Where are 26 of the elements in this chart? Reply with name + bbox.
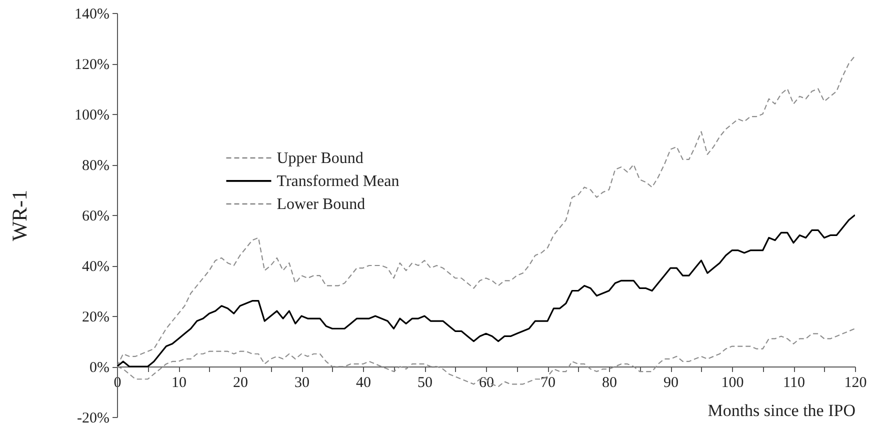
x-tick-label: 10	[172, 375, 186, 391]
y-tick-label: 60%	[82, 208, 110, 224]
x-tick-label: 90	[664, 375, 678, 391]
y-tick-label: 20%	[82, 310, 110, 326]
x-tick-label: 30	[294, 375, 310, 391]
y-tick-label: 80%	[82, 158, 110, 174]
x-axis-title: Months since the IPO	[708, 401, 856, 420]
x-tick-label: 50	[418, 375, 432, 391]
y-axis-title: WR-1	[8, 190, 32, 242]
y-tick-label: 120%	[74, 57, 110, 73]
y-tick-label: 0%	[90, 360, 110, 376]
legend-label: Transformed Mean	[276, 172, 400, 190]
x-tick-label: 100	[721, 375, 744, 391]
x-tick-label: 20	[233, 375, 248, 391]
x-tick-label: 110	[783, 375, 805, 391]
x-tick-label: 60	[479, 375, 494, 391]
legend-label: Lower Bound	[276, 196, 366, 213]
x-tick-label: 40	[356, 375, 371, 391]
y-tick-label: 100%	[74, 108, 110, 124]
x-tick-label: 70	[540, 375, 556, 391]
y-tick-label: 40%	[82, 259, 110, 275]
legend-label: Upper Bound	[276, 150, 364, 167]
x-tick-label: 120	[844, 375, 867, 391]
x-tick-label: 80	[602, 375, 617, 391]
y-tick-label: -20%	[77, 410, 110, 426]
y-tick-label: 140%	[74, 6, 110, 22]
